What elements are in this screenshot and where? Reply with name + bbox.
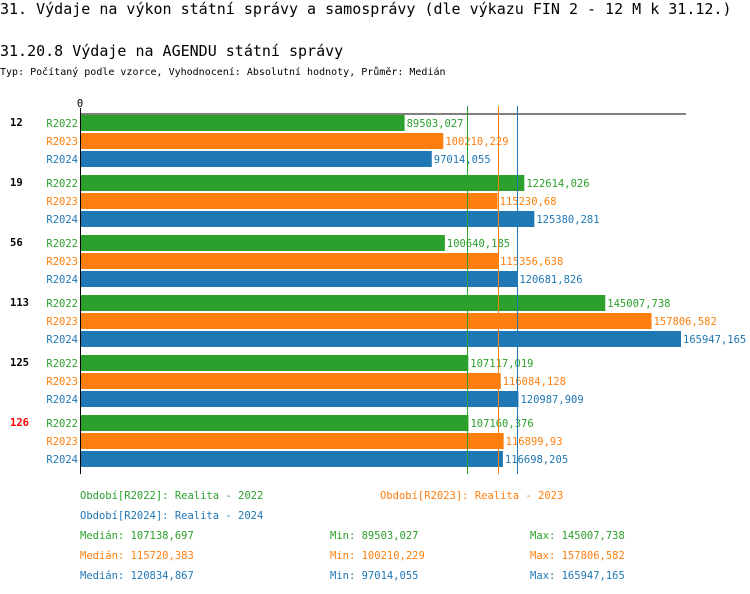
bar-value-label: 116899,93 (506, 436, 563, 448)
group-label: 19 (10, 177, 23, 189)
bar-value-label: 107117,019 (470, 358, 533, 370)
series-label: R2022 (46, 238, 78, 250)
bar (81, 133, 444, 149)
stat-min: Min: 97014,055 (330, 570, 419, 582)
bar-value-label: 157806,582 (654, 316, 717, 328)
series-label: R2022 (46, 298, 78, 310)
bar-value-label: 116698,205 (505, 454, 568, 466)
bar-value-label: 97014,055 (434, 154, 491, 166)
bar-value-label: 115230,68 (500, 196, 557, 208)
bar-value-label: 100210,229 (445, 136, 508, 148)
bar-value-label: 120681,826 (519, 274, 582, 286)
stat-max: Max: 165947,165 (530, 570, 625, 582)
series-label: R2024 (46, 154, 78, 166)
series-label: R2022 (46, 118, 78, 130)
bar (81, 295, 606, 311)
bar-value-label: 122614,026 (526, 178, 589, 190)
series-label: R2022 (46, 418, 78, 430)
stat-max: Max: 157806,582 (530, 550, 625, 562)
series-label: R2023 (46, 376, 78, 388)
group-label: 12 (10, 117, 23, 129)
bar-value-label: 100640,185 (447, 238, 510, 250)
stat-median: Medián: 115720,383 (80, 550, 194, 562)
bar-value-label: 89503,027 (407, 118, 464, 130)
stat-min: Min: 89503,027 (330, 530, 419, 542)
group-label: 126 (10, 417, 29, 429)
bar-value-label: 145007,738 (607, 298, 670, 310)
bar (81, 193, 498, 209)
chart-info: Typ: Počítaný podle vzorce, Vyhodnocení:… (0, 67, 446, 78)
stat-max: Max: 145007,738 (530, 530, 625, 542)
bar (81, 391, 519, 407)
legend-item: Období[R2023]: Realita - 2023 (380, 490, 563, 502)
series-label: R2023 (46, 316, 78, 328)
bar (81, 211, 535, 227)
bar-value-label: 165947,165 (683, 334, 746, 346)
series-label: R2022 (46, 178, 78, 190)
stat-min: Min: 100210,229 (330, 550, 425, 562)
bar (81, 355, 469, 371)
series-label: R2024 (46, 334, 78, 346)
bar (81, 313, 652, 329)
series-label: R2024 (46, 214, 78, 226)
bar (81, 253, 499, 269)
group-label: 56 (10, 237, 23, 249)
page-title: 31. Výdaje na výkon státní správy a samo… (0, 0, 732, 18)
series-label: R2023 (46, 136, 78, 148)
chart-title: 31.20.8 Výdaje na AGENDU státní správy (0, 42, 344, 60)
stat-median: Medián: 120834,867 (80, 570, 194, 582)
bar-value-label: 107160,376 (470, 418, 533, 430)
bar (81, 433, 504, 449)
stat-median: Medián: 107138,697 (80, 530, 194, 542)
bar (81, 331, 681, 347)
axis-zero-label: 0 (77, 98, 83, 110)
bar (81, 235, 445, 251)
bar (81, 151, 432, 167)
bar-value-label: 120987,909 (520, 394, 583, 406)
series-label: R2023 (46, 256, 78, 268)
bar (81, 451, 503, 467)
bar-value-label: 115356,638 (500, 256, 563, 268)
bar-value-label: 125380,281 (536, 214, 599, 226)
series-label: R2024 (46, 394, 78, 406)
legend-item: Období[R2024]: Realita - 2024 (80, 510, 263, 522)
legend-item: Období[R2022]: Realita - 2022 (80, 490, 263, 502)
group-label: 113 (10, 297, 29, 309)
series-label: R2024 (46, 274, 78, 286)
bar-value-label: 116084,128 (503, 376, 566, 388)
series-label: R2022 (46, 358, 78, 370)
bar (81, 415, 469, 431)
bar (81, 271, 518, 287)
series-label: R2023 (46, 436, 78, 448)
group-label: 125 (10, 357, 29, 369)
bar (81, 373, 501, 389)
bar (81, 175, 525, 191)
series-label: R2024 (46, 454, 78, 466)
bar (81, 115, 405, 131)
series-label: R2023 (46, 196, 78, 208)
